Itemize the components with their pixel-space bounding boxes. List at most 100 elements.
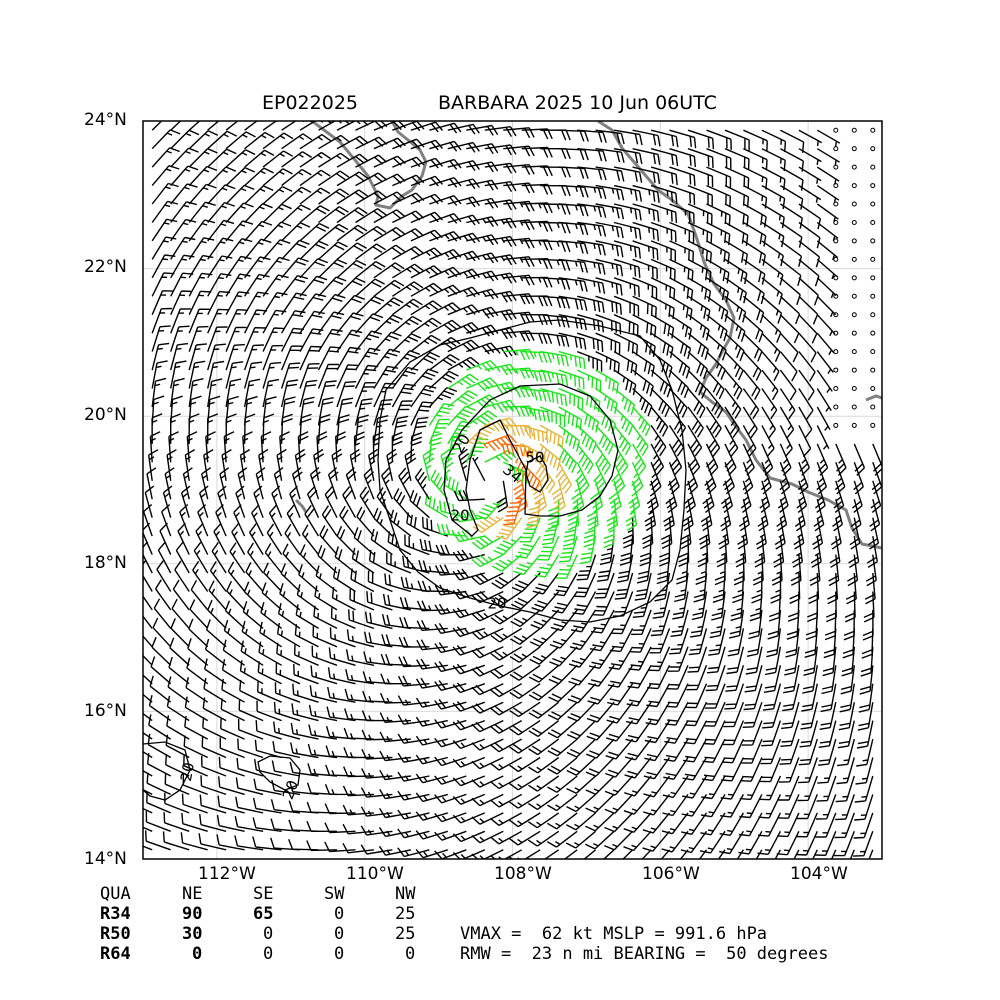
- wind-barb: [566, 775, 597, 794]
- radii-header-se: SE: [253, 884, 274, 904]
- wind-barb: [389, 509, 412, 537]
- wind-barb: [207, 378, 223, 408]
- wind-barb: [595, 314, 622, 335]
- wind-barb: [577, 240, 606, 256]
- wind-barb: [817, 757, 837, 784]
- wind-barb: [447, 356, 480, 371]
- wind-barb: [307, 743, 338, 759]
- wind-barb: [179, 503, 190, 537]
- wind-barb: [540, 369, 569, 387]
- wind-barb: [816, 148, 840, 166]
- wind-barb: [471, 775, 504, 788]
- wind-barb: [613, 369, 637, 396]
- wind-barb: [503, 237, 535, 249]
- wind-barb: [547, 738, 578, 757]
- wind-barb: [650, 388, 671, 418]
- wind-barb: [318, 121, 351, 131]
- wind-barb: [669, 314, 692, 340]
- wind-barb: [378, 845, 412, 856]
- calm-marker: [833, 146, 839, 152]
- wind-barb: [183, 754, 208, 777]
- wind-barb: [724, 203, 749, 227]
- wind-barb: [697, 536, 709, 568]
- wind-barb: [866, 535, 878, 568]
- wind-barb: [490, 793, 523, 808]
- wind-barb: [207, 360, 225, 389]
- wind-barb: [595, 387, 618, 414]
- wind-barb: [188, 219, 216, 242]
- wind-barb: [490, 590, 523, 607]
- wind-barb: [613, 184, 643, 202]
- wind-barb: [386, 448, 398, 481]
- wind-barb: [688, 628, 708, 656]
- wind-barb: [672, 591, 689, 620]
- wind-barb: [839, 683, 855, 713]
- wind-barb: [410, 175, 444, 187]
- coastline-path: [294, 498, 308, 513]
- wind-barb: [639, 536, 652, 567]
- wind-barb: [471, 646, 504, 659]
- wind-barb: [188, 378, 204, 408]
- wind-barb: [521, 350, 552, 364]
- wind-barb: [318, 170, 350, 187]
- wind-barb: [483, 434, 517, 452]
- wind-barb: [687, 314, 710, 341]
- wind-barb: [415, 792, 448, 803]
- wind-barb: [143, 712, 153, 722]
- wind-barb: [224, 600, 246, 629]
- wind-barb: [280, 345, 303, 371]
- wind-barb: [515, 535, 541, 559]
- wind-barb: [503, 293, 535, 305]
- wind-barb: [760, 738, 782, 765]
- wind-barb: [429, 177, 462, 188]
- wind-barb: [501, 443, 533, 458]
- wind-barb: [471, 683, 504, 696]
- wind-barb: [189, 599, 209, 629]
- wind-barb: [410, 351, 440, 371]
- wind-barb: [742, 332, 763, 362]
- wind-barb: [716, 536, 728, 568]
- wind-barb: [686, 665, 708, 691]
- wind-barb: [503, 330, 535, 342]
- wind-barb: [549, 627, 578, 649]
- wind-barb: [171, 598, 190, 629]
- wind-barb: [613, 387, 636, 416]
- wind-barb: [244, 185, 274, 205]
- calm-marker: [870, 256, 876, 262]
- wind-barb: [558, 166, 589, 179]
- wind-barb: [558, 369, 585, 390]
- wind-barb: [291, 703, 319, 722]
- wind-barb: [770, 572, 782, 604]
- wind-barb: [509, 664, 541, 681]
- wind-barb: [511, 572, 541, 593]
- wind-barb: [243, 378, 261, 408]
- wind-barb: [392, 156, 425, 168]
- wind-barb: [740, 480, 752, 513]
- wind-barb: [373, 226, 406, 242]
- wind-barb: [472, 456, 486, 482]
- wind-barb: [642, 517, 654, 549]
- wind-barb: [252, 836, 282, 851]
- wind-barb: [209, 561, 227, 592]
- wind-barb: [271, 760, 301, 777]
- wind-barb: [529, 627, 560, 648]
- wind-barb: [595, 332, 621, 354]
- wind-barb: [262, 203, 292, 224]
- wind-barb: [534, 554, 560, 578]
- wind-barb: [354, 364, 379, 389]
- wind-barb: [434, 564, 467, 576]
- wind-barb: [704, 462, 717, 495]
- wind-barb: [262, 292, 288, 316]
- wind-barb: [709, 609, 726, 639]
- radii-value: 30: [182, 924, 203, 944]
- wind-barb: [743, 683, 763, 711]
- wind-barb: [746, 628, 763, 657]
- wind-barb: [466, 143, 499, 155]
- wind-barb: [613, 203, 642, 221]
- wind-barb: [798, 258, 820, 287]
- wind-barb: [447, 390, 478, 408]
- wind-barb: [262, 121, 294, 131]
- wind-barb: [816, 129, 841, 147]
- wind-barb: [576, 332, 604, 352]
- wind-barb: [262, 378, 280, 408]
